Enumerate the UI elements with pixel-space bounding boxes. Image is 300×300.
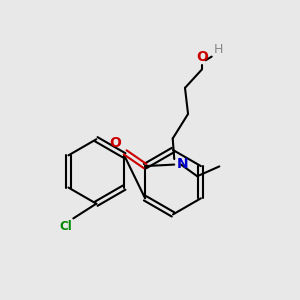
Text: N: N xyxy=(177,157,188,171)
Text: O: O xyxy=(110,136,122,150)
Text: H: H xyxy=(214,43,224,56)
Text: Cl: Cl xyxy=(59,220,72,233)
Text: O: O xyxy=(196,50,208,64)
